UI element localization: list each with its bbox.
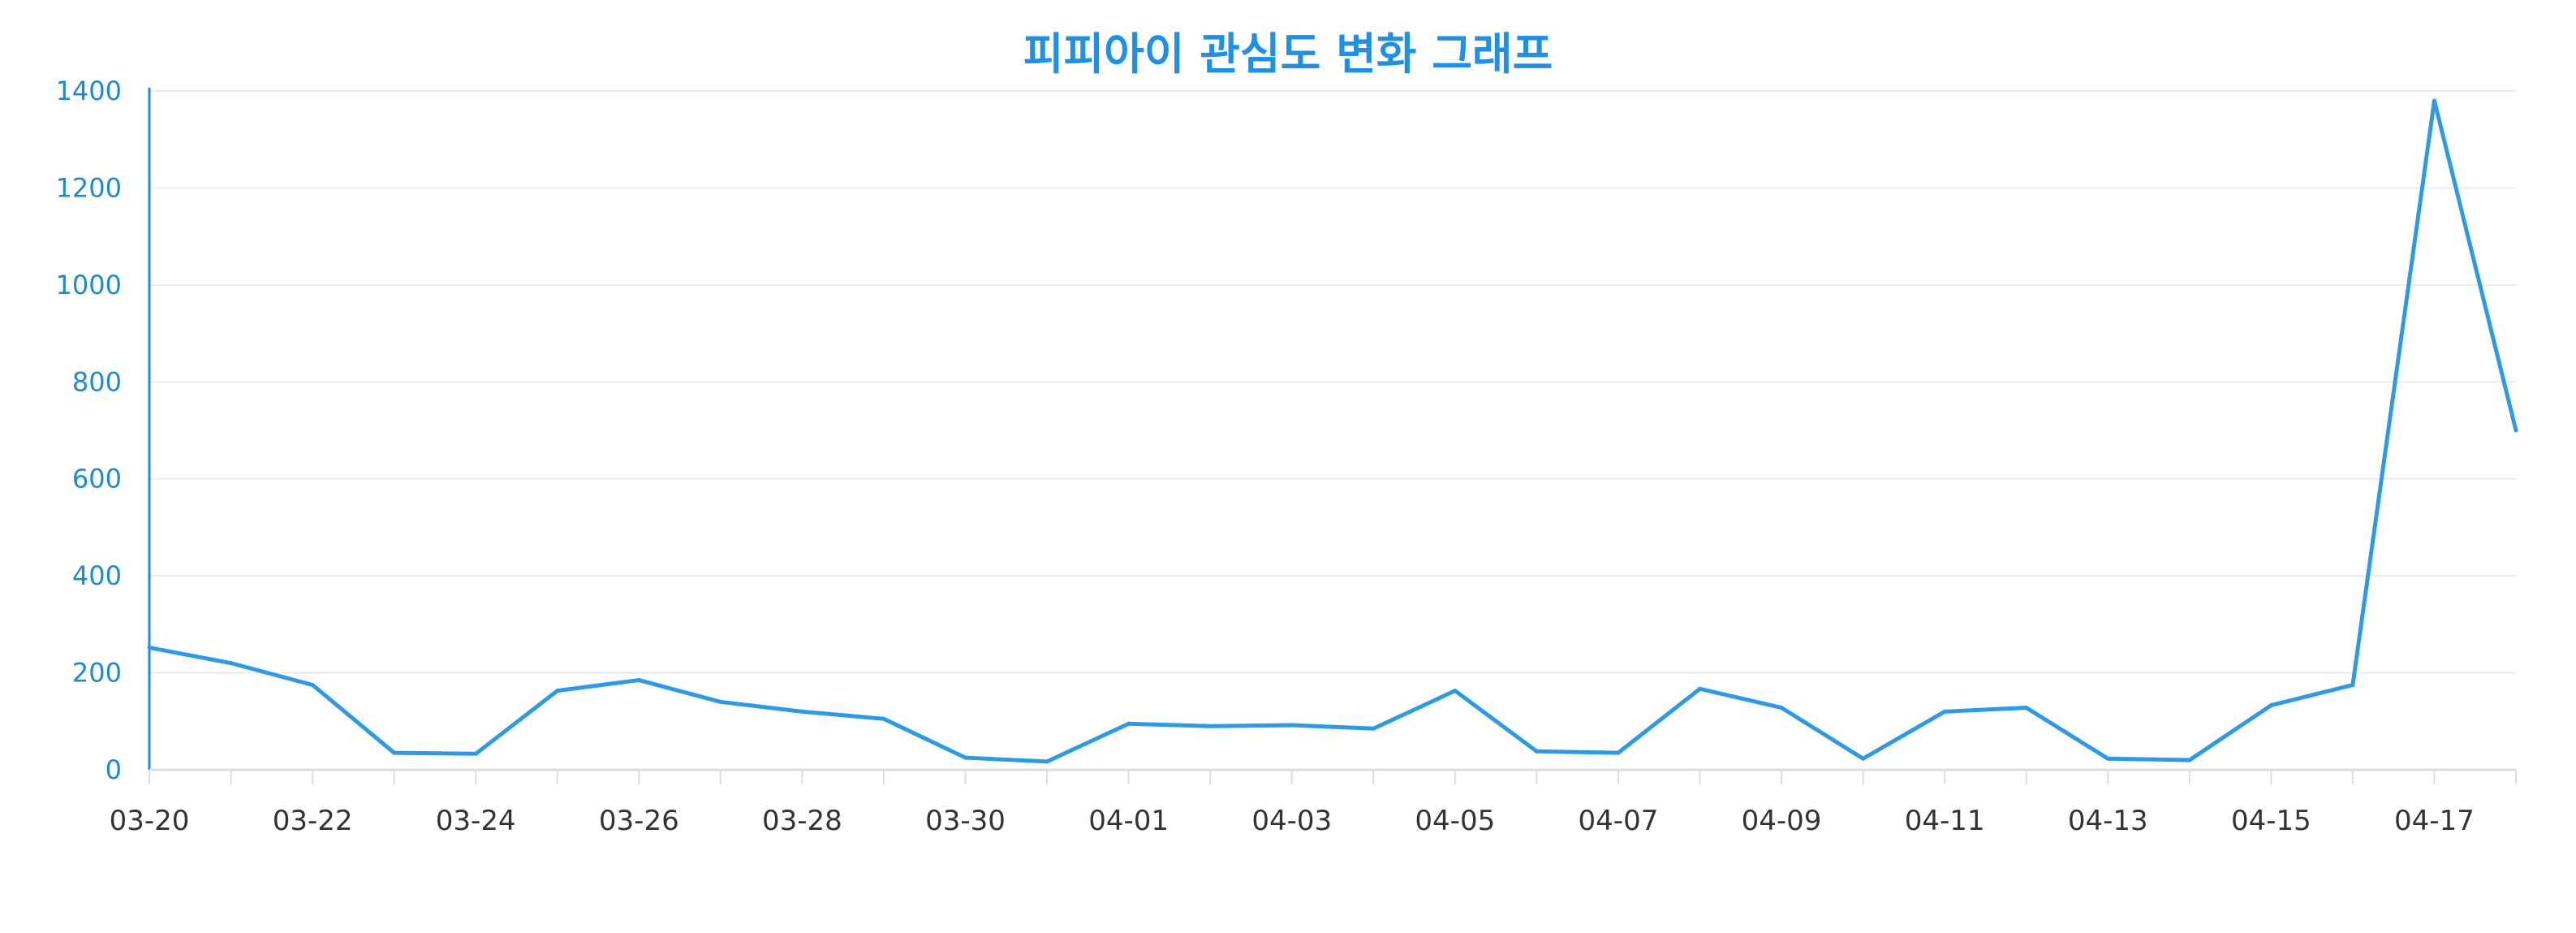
x-tick-label: 03-30	[925, 805, 1006, 837]
data-point	[1616, 750, 1621, 755]
data-point	[2105, 756, 2110, 761]
data-point	[1942, 709, 1947, 714]
data-point	[881, 716, 886, 721]
data-point	[636, 678, 641, 683]
data-point	[1534, 749, 1539, 754]
data-point	[473, 751, 478, 756]
x-tick-label: 04-17	[2394, 805, 2475, 837]
data-point	[310, 683, 315, 687]
data-point	[1208, 724, 1213, 728]
data-point	[147, 646, 152, 650]
data-point	[2187, 758, 2192, 762]
data-point	[2432, 98, 2436, 103]
x-tick-label: 04-05	[1415, 805, 1495, 837]
data-point	[555, 689, 560, 693]
data-point	[1126, 721, 1131, 726]
data-point	[963, 755, 968, 760]
data-point	[799, 709, 804, 714]
x-tick-label: 04-13	[2068, 805, 2148, 837]
series-line	[149, 100, 2518, 764]
data-point	[392, 750, 397, 755]
data-point	[2350, 683, 2355, 687]
x-tick-label: 04-15	[2231, 805, 2311, 837]
data-point	[1861, 756, 1866, 761]
data-point	[1453, 689, 1458, 693]
data-point	[1045, 759, 1049, 764]
x-tick-label: 04-03	[1251, 805, 1332, 837]
data-point	[1371, 726, 1376, 731]
x-tick-label: 03-22	[273, 805, 353, 837]
y-tick-label: 200	[72, 658, 122, 689]
x-tick-label: 03-20	[110, 805, 190, 837]
data-point	[2514, 428, 2518, 433]
y-tick-label: 800	[72, 366, 122, 397]
data-point	[1779, 706, 1784, 711]
y-tick-label: 1000	[56, 270, 122, 300]
x-tick-label: 04-09	[1742, 805, 1822, 837]
y-tick-label: 1400	[56, 76, 122, 106]
y-tick-label: 1200	[56, 172, 122, 203]
x-tick-label: 04-01	[1088, 805, 1169, 837]
x-tick-label: 03-24	[436, 805, 516, 837]
x-tick-label: 04-07	[1579, 805, 1659, 837]
x-tick-label: 04-11	[1905, 805, 1985, 837]
chart-title: 피피아이 관심도 변화 그래프	[1023, 28, 1553, 80]
data-point	[1290, 723, 1294, 728]
y-tick-label: 0	[106, 754, 122, 785]
x-tick-label: 03-26	[599, 805, 679, 837]
data-point	[1697, 686, 1702, 691]
data-point	[2268, 703, 2273, 708]
y-tick-label: 600	[72, 464, 122, 495]
y-tick-label: 400	[72, 560, 122, 591]
data-point	[2024, 706, 2029, 711]
x-tick-label: 03-28	[762, 805, 842, 837]
data-point	[718, 699, 723, 704]
data-point	[229, 661, 234, 666]
